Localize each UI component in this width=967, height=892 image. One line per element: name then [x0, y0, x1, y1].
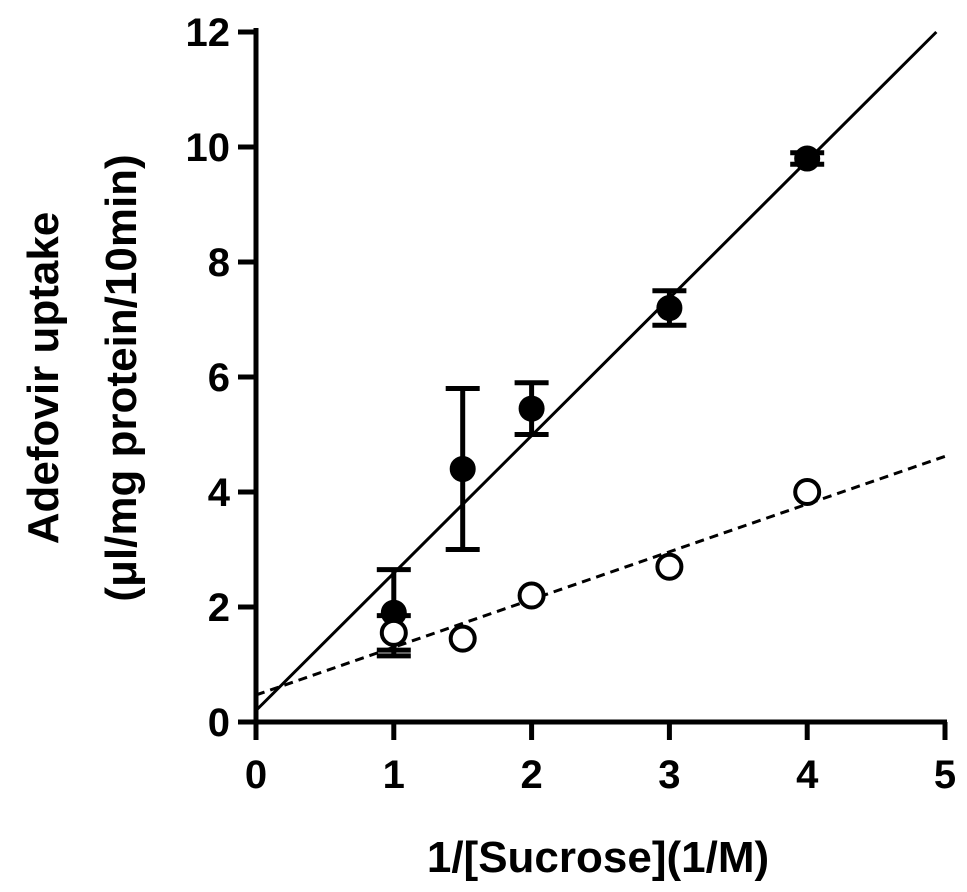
data-point-open	[448, 624, 477, 653]
x-tick-label: 5	[934, 753, 956, 797]
y-tick-label: 10	[186, 126, 231, 170]
data-point-open	[517, 581, 546, 610]
x-axis-title: 1/[Sucrose](1/M)	[427, 833, 769, 882]
data-point-open	[793, 478, 822, 506]
fit-lines	[254, 30, 946, 712]
y-axis-title-group: Adefovir uptake (μl/mg protein/10min)	[19, 154, 146, 601]
x-tick-label: 3	[658, 753, 680, 797]
y-tick-label: 8	[208, 241, 230, 285]
x-tick-label: 0	[245, 753, 267, 797]
y-tick-label: 0	[208, 701, 230, 745]
y-tick-label: 2	[208, 586, 230, 630]
y-axis-title-line2: (μl/mg protein/10min)	[97, 154, 146, 601]
fit-line-series-1	[254, 30, 938, 712]
data-point-filled	[518, 395, 545, 422]
data-point-filled	[656, 295, 683, 321]
data-point-open	[655, 552, 684, 581]
y-tick-label: 6	[208, 356, 230, 400]
data-point-open	[379, 618, 408, 647]
y-tick-label: 12	[186, 11, 231, 55]
data-point-filled	[449, 456, 476, 482]
x-tick-label: 1	[383, 753, 405, 797]
y-axis-title-line1: Adefovir uptake	[19, 212, 68, 545]
y-tick-label: 4	[208, 471, 231, 515]
data-marks	[376, 145, 825, 659]
x-tick-label: 4	[796, 753, 819, 797]
x-tick-label: 2	[520, 753, 542, 797]
data-point-filled	[794, 145, 821, 172]
fit-line-series-2	[255, 454, 946, 697]
